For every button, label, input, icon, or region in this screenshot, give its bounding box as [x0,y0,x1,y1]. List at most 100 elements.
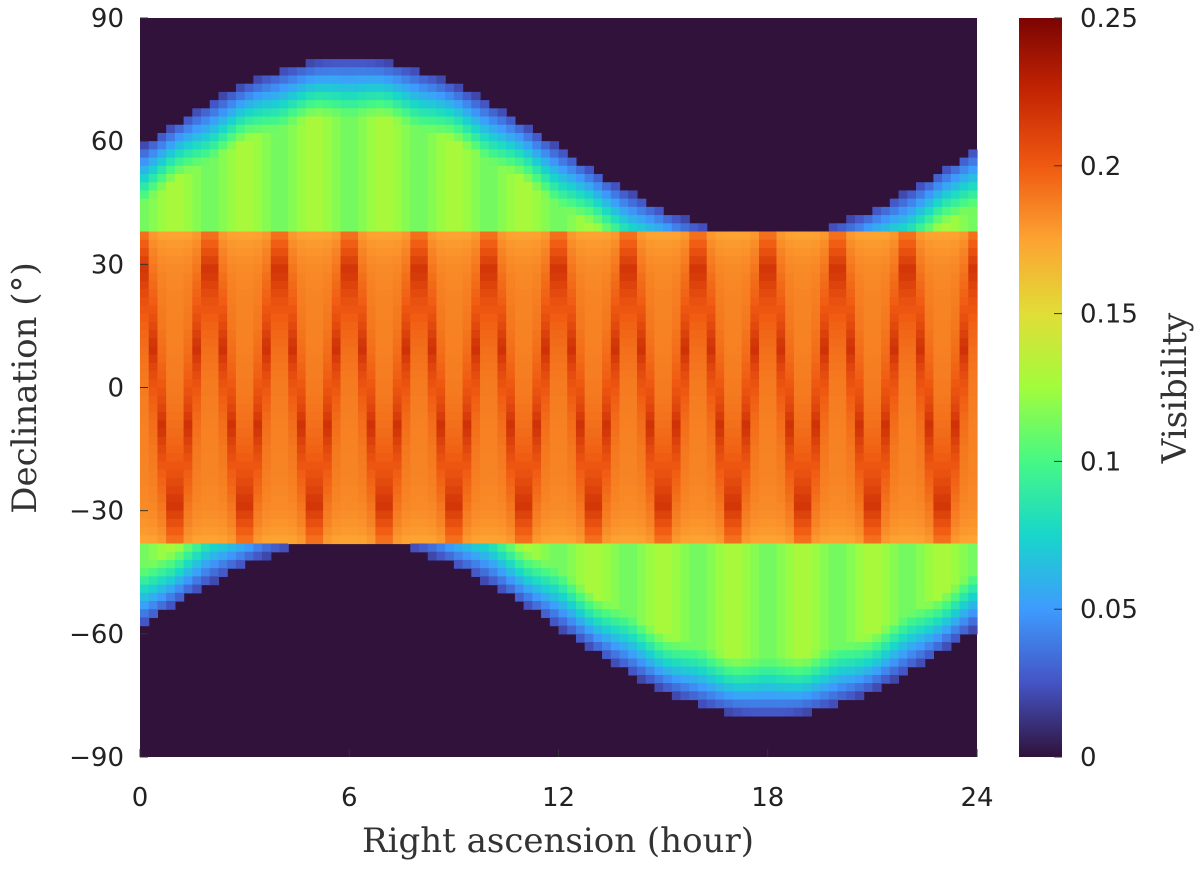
heatmap-cell [410,510,420,520]
heatmap-cell [401,510,411,520]
heatmap-cell [872,642,882,651]
heatmap-cell [436,510,446,520]
heatmap-cell [235,124,246,134]
heatmap-cell [314,247,324,257]
heatmap-cell [166,157,176,167]
heatmap-cell [575,453,586,462]
heatmap-cell [671,223,682,233]
heatmap-cell [166,206,176,216]
heatmap-cell [514,338,525,348]
heatmap-cell [532,584,542,594]
heatmap-cell [253,297,263,306]
heatmap-cell [497,387,507,397]
heatmap-cell [654,559,664,569]
heatmap-cell [767,461,778,471]
heatmap-cell [767,494,778,504]
heatmap-cell [288,280,298,290]
heatmap-cell [253,75,263,85]
heatmap-cell [828,436,839,446]
heatmap-cell [593,412,603,421]
heatmap-cell [384,206,394,216]
heatmap-cell [419,444,429,454]
heatmap-cell [828,453,839,462]
heatmap-cell [759,592,769,602]
heatmap-cell [567,313,577,323]
heatmap-cell [680,239,690,249]
heatmap-cell [575,568,586,577]
heatmap-cell [384,256,394,265]
heatmap-cell [401,198,411,208]
heatmap-cell [392,198,403,208]
heatmap-cell [218,428,228,438]
heatmap-cell [549,239,560,249]
heatmap-cell [837,642,847,651]
heatmap-cell [549,264,560,274]
heatmap-cell [514,190,525,200]
heatmap-cell [296,461,307,471]
heatmap-cell [419,313,429,323]
heatmap-cell [724,666,734,676]
heatmap-cell [715,617,725,627]
heatmap-cell [410,518,420,528]
heatmap-cell [680,305,690,315]
heatmap-cell [863,453,873,462]
heatmap-cell [741,666,751,676]
heatmap-cell [567,247,577,257]
heatmap-cell [331,165,342,175]
heatmap-cell [863,444,873,454]
heatmap-cell [523,527,533,536]
heatmap-cell [645,518,656,528]
heatmap-cell [575,231,586,241]
heatmap-cell [523,502,533,512]
heatmap-cell [715,592,725,602]
heatmap-cell [192,149,202,159]
heatmap-cell [854,379,865,389]
heatmap-cell [802,346,812,356]
heatmap-cell [453,83,464,93]
heatmap-cell [279,461,289,471]
heatmap-cell [593,436,603,446]
heatmap-cell [218,510,228,520]
heatmap-cell [480,535,490,545]
heatmap-cell [349,182,359,192]
heatmap-cell [802,412,812,421]
heatmap-cell [209,239,220,249]
heatmap-cell [427,412,438,421]
heatmap-cell [724,412,734,421]
heatmap-cell [244,453,254,462]
heatmap-cell [663,609,673,619]
heatmap-cell [532,461,542,471]
heatmap-cell [288,256,298,265]
heatmap-cell [340,362,350,372]
heatmap-cell [384,297,394,306]
heatmap-cell [523,313,533,323]
heatmap-cell [331,59,342,68]
heatmap-cell [628,642,638,651]
heatmap-cell [401,403,411,413]
heatmap-cell [732,354,743,364]
heatmap-cell [811,609,821,619]
heatmap-cell [323,305,333,315]
heatmap-cell [506,313,516,323]
heatmap-cell [410,412,420,421]
heatmap-cell [767,609,778,619]
heatmap-cell [715,231,725,241]
heatmap-cell [636,469,647,479]
heatmap-cell [854,256,865,265]
heatmap-cell [645,559,656,569]
heatmap-cell [776,502,786,512]
heatmap-cell [471,379,481,389]
heatmap-cell [724,527,734,536]
heatmap-cell [148,338,159,348]
heatmap-cell [741,543,751,553]
heatmap-cell [759,699,769,709]
heatmap-cell [732,395,743,405]
heatmap-cell [497,149,507,159]
heatmap-cell [436,198,446,208]
heatmap-cell [183,486,193,495]
heatmap-cell [523,436,533,446]
heatmap-cell [148,592,159,602]
heatmap-cell [166,469,176,479]
heatmap-cell [532,477,542,487]
